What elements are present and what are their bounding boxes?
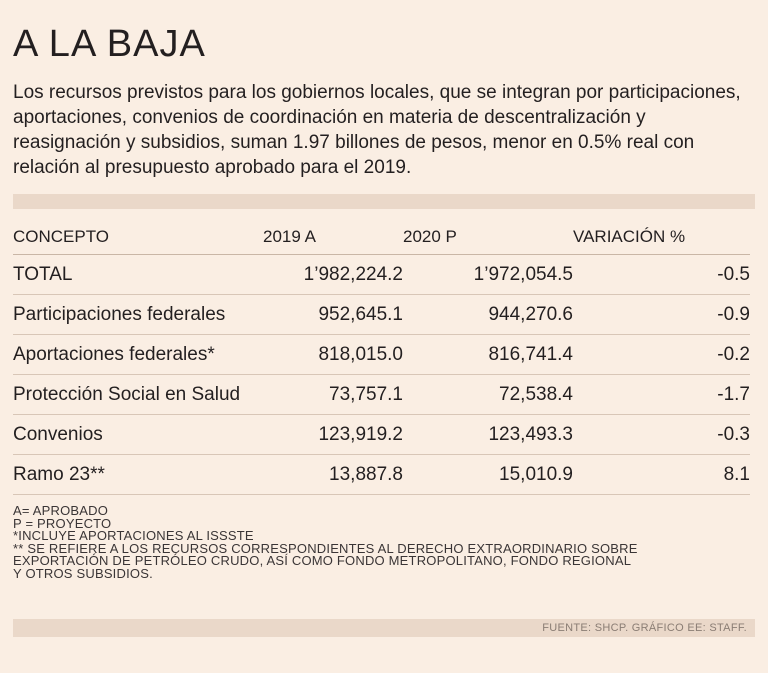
table-header-row: CONCEPTO 2019 A 2020 P VARIACIÓN %	[13, 220, 750, 255]
table-row: Convenios 123,919.2 123,493.3 -0.3	[13, 414, 750, 455]
data-table: CONCEPTO 2019 A 2020 P VARIACIÓN % TOTAL…	[13, 220, 750, 495]
column-header-2020: 2020 P	[403, 220, 573, 255]
top-divider-bar	[13, 194, 755, 209]
cell-variacion: -0.5	[573, 254, 750, 295]
chart-title: A LA BAJA	[13, 23, 206, 65]
cell-concepto: Protección Social en Salud	[13, 374, 263, 415]
table-body: TOTAL 1’982,224.2 1’972,054.5 -0.5 Participa…	[13, 254, 750, 495]
footnote-line: P = PROYECTO	[13, 515, 112, 531]
cell-2019: 73,757.1	[263, 374, 403, 415]
footnote-line: ** SE REFIERE A LOS RECURSOS CORRESPONDI…	[13, 540, 638, 556]
cell-concepto: Participaciones federales	[13, 294, 263, 335]
cell-variacion: -0.9	[573, 294, 750, 335]
cell-2020: 1’972,054.5	[403, 254, 573, 295]
column-header-concepto: CONCEPTO	[13, 220, 263, 255]
cell-2020: 72,538.4	[403, 374, 573, 415]
column-header-2019: 2019 A	[263, 220, 403, 255]
chart-subtitle: Los recursos previstos para los gobierno…	[13, 82, 741, 178]
cell-2019: 818,015.0	[263, 334, 403, 375]
column-header-variacion: VARIACIÓN %	[573, 220, 750, 255]
cell-variacion: -0.3	[573, 414, 750, 455]
cell-2020: 123,493.3	[403, 414, 573, 455]
cell-2019: 1’982,224.2	[263, 254, 403, 295]
footnotes: A= APROBADO P = PROYECTO *INCLUYE APORTA…	[13, 503, 758, 581]
footnote-line: *INCLUYE APORTACIONES AL ISSSTE	[13, 528, 254, 543]
table-row: Protección Social en Salud 73,757.1 72,538…	[13, 374, 750, 415]
cell-variacion: -1.7	[573, 374, 750, 415]
footnote-line: EXPORTACIÓN DE PETRÓLEO CRUDO, ASÍ COMO …	[13, 553, 632, 568]
cell-2020: 15,010.9	[403, 454, 573, 495]
cell-variacion: -0.2	[573, 334, 750, 375]
cell-concepto: Ramo 23**	[13, 454, 263, 495]
footnote-line: Y OTROS SUBSIDIOS.	[13, 565, 153, 581]
cell-2019: 952,645.1	[263, 294, 403, 335]
cell-variacion: 8.1	[573, 454, 750, 495]
cell-concepto: TOTAL	[13, 254, 263, 295]
table-row: Ramo 23** 13,887.8 15,010.9 8.1	[13, 454, 750, 495]
cell-concepto: Convenios	[13, 414, 263, 455]
table-row: Aportaciones federales* 818,015.0 816,741.…	[13, 334, 750, 375]
bottom-source-bar: FUENTE: SHCP. GRÁFICO EE: STAFF.	[13, 619, 755, 637]
cell-2020: 816,741.4	[403, 334, 573, 375]
cell-2019: 13,887.8	[263, 454, 403, 495]
cell-concepto: Aportaciones federales*	[13, 334, 263, 375]
cell-2019: 123,919.2	[263, 414, 403, 455]
cell-2020: 944,270.6	[403, 294, 573, 335]
source-credit: FUENTE: SHCP. GRÁFICO EE: STAFF.	[542, 622, 747, 634]
table-row: Participaciones federales 952,645.1 944,27…	[13, 294, 750, 335]
footnote-line: A= APROBADO	[13, 503, 109, 518]
table-row: TOTAL 1’982,224.2 1’972,054.5 -0.5	[13, 254, 750, 295]
